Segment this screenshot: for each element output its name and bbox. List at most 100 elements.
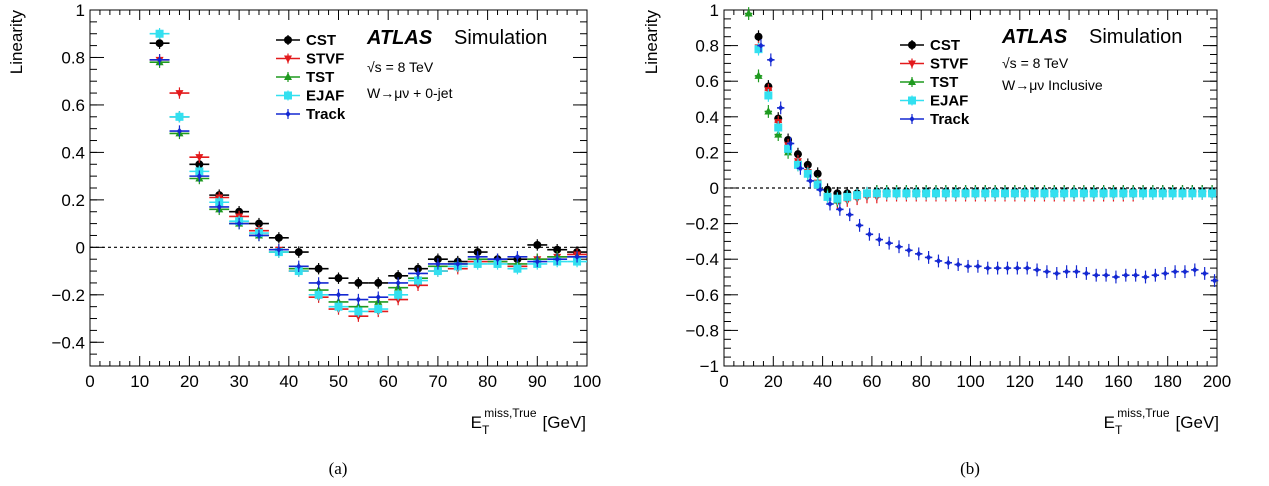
ylabel-b: Linearity [642,10,661,75]
y-tick-label: 0.2 [61,191,85,210]
data-point-track [778,105,783,111]
data-point-track [936,258,941,264]
data-point-ejaf [1188,189,1196,197]
data-point-cst [354,279,362,287]
legend-label: CST [306,32,336,49]
xlabel-b: ETmiss,True [GeV] [1104,406,1219,437]
x-tick-label: 70 [428,372,447,391]
legend-item-stvf: STVF [900,56,968,73]
y-tick-label: −0.8 [685,321,719,340]
data-point-ejaf [981,189,989,197]
data-point-track [1192,267,1197,273]
legend-item-tst: TST [276,69,334,86]
data-point-ejaf [1011,189,1019,197]
y-tick-label: 0.8 [695,37,719,56]
data-point-ejaf [922,189,930,197]
legend-label: Track [930,111,970,128]
legend-marker-stvf [908,61,916,69]
data-point-ejaf [893,189,901,197]
data-point-ejaf [1050,189,1058,197]
data-point-ejaf [912,189,920,197]
y-tick-label: 0.8 [61,48,85,67]
legend-item-ejaf: EJAF [276,88,344,105]
data-point-ejaf [156,30,164,38]
data-point-track [1103,272,1108,278]
y-tick-label: −0.2 [51,286,85,305]
data-point-track [1054,270,1059,276]
legend-item-cst: CST [276,32,336,49]
data-point-track [887,240,892,246]
data-point-track [1084,270,1089,276]
y-tick-label: −0.6 [685,286,719,305]
data-point-ejaf [1001,189,1009,197]
data-point-ejaf [354,307,362,315]
legend-marker-track [909,116,914,122]
x-tick-label: 180 [1154,372,1182,391]
data-point-track [916,251,921,257]
data-point-track [837,206,842,212]
data-point-ejaf [1119,189,1127,197]
data-point-ejaf [764,91,772,99]
legend-item-track: Track [276,106,346,123]
legend-item-track: Track [900,111,970,128]
data-point-track [376,294,381,300]
y-tick-label: 0.4 [61,143,85,162]
data-point-cst [295,248,303,256]
x-tick-label: 80 [912,372,931,391]
data-point-ejaf [991,189,999,197]
x-tick-label: 40 [813,372,832,391]
data-point-track [1172,268,1177,274]
data-point-ejaf [1159,189,1167,197]
data-point-track [926,254,931,260]
x-tick-label: 80 [478,372,497,391]
data-point-ejaf [1139,189,1147,197]
legend-label: CST [930,37,960,54]
series-track [757,39,1218,287]
data-point-ejaf [853,191,861,199]
data-point-track [336,292,341,298]
y-tick-label: −0.4 [51,333,85,352]
x-tick-label: 90 [528,372,547,391]
caption-a: (a) [329,459,348,478]
data-point-track [877,236,882,242]
data-point-track [1034,267,1039,273]
data-point-ejaf [1198,189,1206,197]
atlas-suffix-b: Simulation [1089,26,1182,48]
caption-b: (b) [960,459,980,478]
y-tick-label: 0.6 [695,72,719,91]
data-point-track [1133,272,1138,278]
data-point-ejaf [1109,189,1117,197]
data-point-ejaf [1070,189,1078,197]
data-point-ejaf [843,193,851,201]
x-tick-label: 40 [279,372,298,391]
data-point-cst [533,241,541,249]
data-point-track [1153,272,1158,278]
series-stvf [755,41,1217,209]
data-point-ejaf [1060,189,1068,197]
data-point-ejaf [883,189,891,197]
x-tick-label: 0 [85,372,94,391]
data-point-cst [335,274,343,282]
legend-item-ejaf: EJAF [900,93,968,110]
data-point-track [1025,265,1030,271]
legend-marker-tst [284,73,292,81]
data-point-track [1015,265,1020,271]
y-tick-label: −1 [700,357,719,376]
data-point-ejaf [1090,189,1098,197]
data-point-ejaf [1080,189,1088,197]
legend-marker-ejaf [908,97,916,105]
data-point-track [965,263,970,269]
data-point-track [808,178,813,184]
data-point-track [857,222,862,228]
ylabel-a: Linearity [7,10,26,75]
data-point-track [396,280,401,286]
data-point-ejaf [932,189,940,197]
data-point-ejaf [942,189,950,197]
y-tick-label: 1 [76,1,85,20]
data-point-ejaf [1178,189,1186,197]
process-label-a: W→μν + 0-jet [367,85,453,101]
x-tick-label: 20 [764,372,783,391]
process-label-b: W→μν Inclusive [1002,77,1103,93]
legend-marker-stvf [284,56,292,64]
